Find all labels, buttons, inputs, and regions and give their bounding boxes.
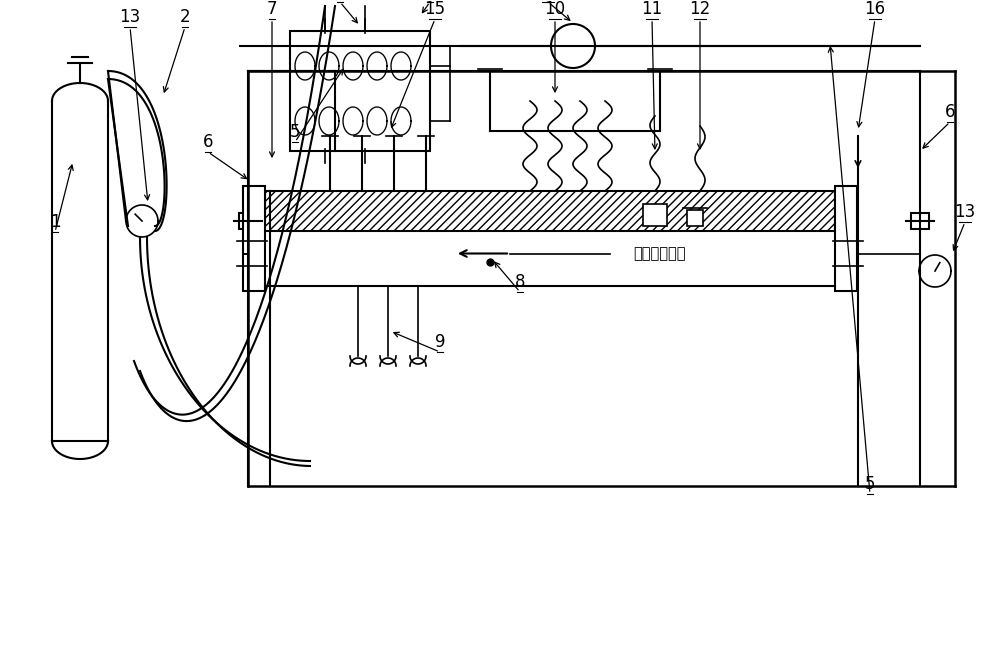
- Text: 2: 2: [180, 8, 190, 26]
- Bar: [687, 210, 703, 226]
- Bar: [265, 191, 835, 231]
- Text: 16: 16: [864, 0, 886, 18]
- Text: 12: 12: [689, 0, 711, 18]
- Bar: [835, 186, 857, 291]
- Text: 3: 3: [335, 0, 345, 1]
- Text: 11: 11: [641, 0, 663, 18]
- Bar: [911, 213, 929, 229]
- Text: 6: 6: [945, 103, 955, 121]
- Bar: [243, 186, 265, 291]
- Text: 14: 14: [537, 0, 559, 1]
- Text: 15: 15: [424, 0, 446, 18]
- Bar: [643, 204, 667, 226]
- Text: 10: 10: [544, 0, 566, 18]
- Text: 1: 1: [50, 213, 60, 231]
- Text: 9: 9: [435, 333, 445, 351]
- Bar: [290, 31, 430, 151]
- Text: 8: 8: [515, 273, 525, 291]
- Text: 13: 13: [119, 8, 141, 26]
- Text: 液体流动方向: 液体流动方向: [634, 246, 686, 261]
- Text: 6: 6: [203, 133, 213, 151]
- Text: 5: 5: [290, 123, 300, 141]
- Text: 5: 5: [865, 475, 875, 493]
- Text: 7: 7: [267, 0, 277, 18]
- Text: 4: 4: [425, 0, 435, 1]
- Bar: [239, 213, 257, 229]
- Text: 13: 13: [954, 203, 976, 221]
